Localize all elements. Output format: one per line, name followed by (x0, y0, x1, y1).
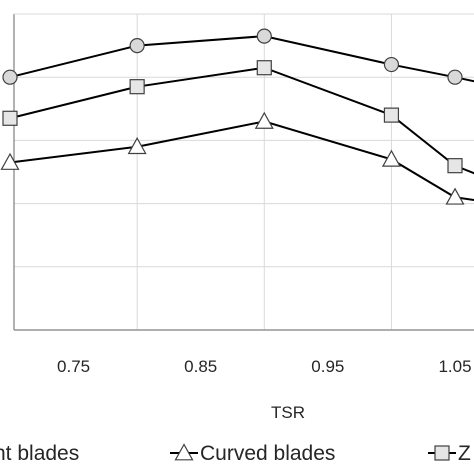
legend-label: Curved blades (200, 442, 335, 465)
series-square (2, 60, 474, 175)
x-axis-title: TSR (271, 403, 305, 422)
square-marker (447, 158, 463, 174)
series-circle (2, 28, 474, 85)
x-tick-labels: 0.75 0.85 0.95 1.05 (57, 357, 472, 376)
x-tick-label: 0.85 (184, 357, 217, 376)
legend-item: Z (428, 442, 471, 465)
triangle-marker (381, 149, 401, 167)
legend: nt blades Curved blades Z (0, 442, 471, 465)
circle-marker (447, 69, 463, 85)
circle-marker (383, 56, 400, 73)
axes (13, 13, 474, 331)
square-marker (256, 60, 272, 76)
x-tick-label: 0.75 (57, 357, 90, 376)
triangle-marker (127, 136, 147, 155)
legend-item: nt blades (0, 442, 79, 465)
series-line (9, 35, 474, 83)
triangle-marker (254, 111, 274, 129)
series-lines (0, 28, 474, 205)
square-marker (434, 445, 450, 461)
circle-marker (256, 28, 272, 44)
triangle-marker (174, 443, 194, 461)
legend-item: Curved blades (170, 442, 335, 465)
circle-marker (129, 37, 145, 54)
legend-label: nt blades (0, 442, 79, 465)
square-marker (383, 107, 400, 123)
series-line (9, 120, 474, 201)
grid (14, 13, 474, 330)
x-tick-label: 1.05 (438, 357, 471, 376)
square-marker (2, 110, 18, 126)
square-marker (129, 79, 145, 95)
x-tick-label: 0.95 (311, 357, 344, 376)
circle-marker (2, 69, 18, 85)
legend-label: Z (458, 442, 471, 465)
triangle-marker (445, 187, 465, 205)
triangle-marker (0, 152, 20, 170)
series-line (9, 66, 474, 175)
series-triangle (0, 111, 474, 205)
